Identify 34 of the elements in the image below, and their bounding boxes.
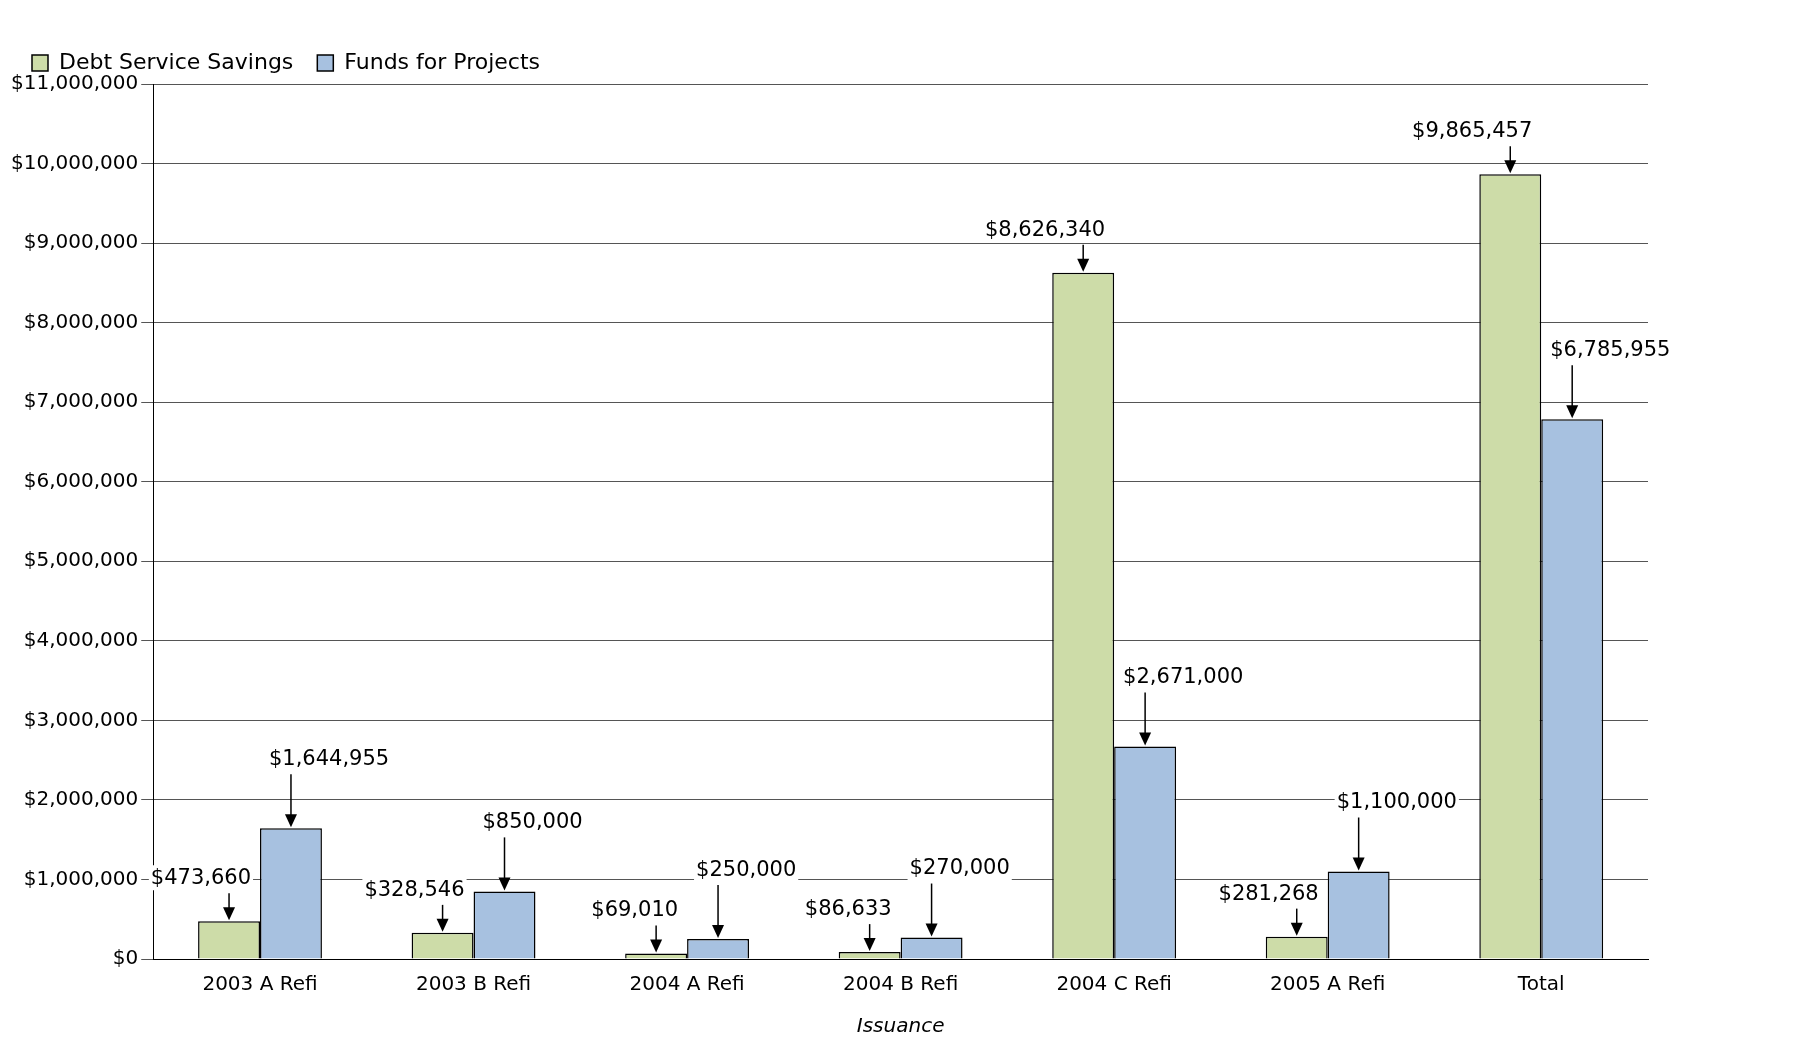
x-tick-label: 2004 B Refi [843, 971, 959, 996]
x-tick-label: 2004 A Refi [629, 971, 745, 996]
data-label: $270,000 [909, 855, 1010, 880]
y-tick-label: $4,000,000 [23, 627, 139, 652]
x-tick-label: 2005 A Refi [1270, 971, 1386, 996]
data-label: $6,785,955 [1550, 337, 1671, 362]
data-label: $250,000 [696, 857, 797, 882]
y-tick-label: $1,000,000 [23, 865, 139, 890]
data-label: $1,644,955 [268, 746, 390, 771]
data-label: $2,671,000 [1123, 664, 1244, 689]
x-tick-label: 2004 C Refi [1056, 971, 1172, 996]
data-label: $328,546 [364, 876, 465, 901]
x-tick-label: 2003 B Refi [415, 971, 532, 996]
y-tick-label: $6,000,000 [23, 467, 139, 492]
data-label: $281,268 [1218, 880, 1319, 905]
legend-label: Funds for Projects [344, 48, 541, 74]
data-label: $473,660 [150, 865, 252, 890]
data-label: $69,010 [591, 897, 679, 922]
x-tick-label: Total [1516, 971, 1565, 996]
y-tick-label: $2,000,000 [23, 786, 139, 811]
y-tick-label: $9,000,000 [23, 229, 139, 254]
data-label: $1,100,000 [1336, 789, 1457, 814]
y-tick-label: $0 [112, 945, 139, 970]
y-tick-label: $7,000,000 [23, 388, 139, 413]
x-axis-title: Issuance [856, 1013, 945, 1038]
data-label: $850,000 [482, 809, 583, 834]
y-tick-label: $8,000,000 [23, 308, 139, 333]
y-tick-label: $5,000,000 [23, 547, 139, 572]
y-tick-label: $10,000,000 [10, 149, 139, 174]
data-label: $9,865,457 [1412, 118, 1533, 143]
data-label: $8,626,340 [984, 216, 1106, 241]
y-tick-label: $3,000,000 [23, 706, 139, 731]
x-tick-label: 2003 A Refi [202, 971, 318, 996]
data-label: $86,633 [804, 896, 892, 921]
